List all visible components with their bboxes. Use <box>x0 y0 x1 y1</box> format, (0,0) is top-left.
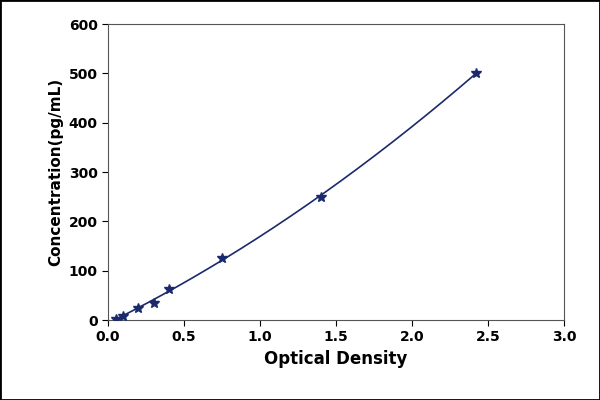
X-axis label: Optical Density: Optical Density <box>265 350 407 368</box>
Y-axis label: Concentration(pg/mL): Concentration(pg/mL) <box>48 78 63 266</box>
